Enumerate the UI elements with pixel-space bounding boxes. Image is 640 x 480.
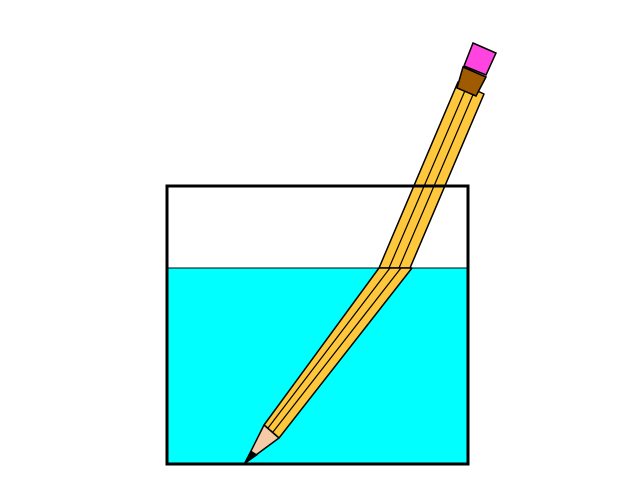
pencil-edge-line-upper-1 xyxy=(388,85,468,269)
pencil-ferrule xyxy=(456,65,488,97)
pencil-edge-line-upper-2 xyxy=(398,89,476,269)
glass-container xyxy=(165,184,470,466)
pencil-above-water xyxy=(378,42,497,269)
pencil-edge-line-lower-2 xyxy=(272,267,402,433)
pencil-below-water xyxy=(243,267,413,465)
pencil-lead-tip xyxy=(243,450,258,465)
pencil-eraser xyxy=(463,42,497,76)
pencil-edge-line-lower-1 xyxy=(267,267,391,429)
